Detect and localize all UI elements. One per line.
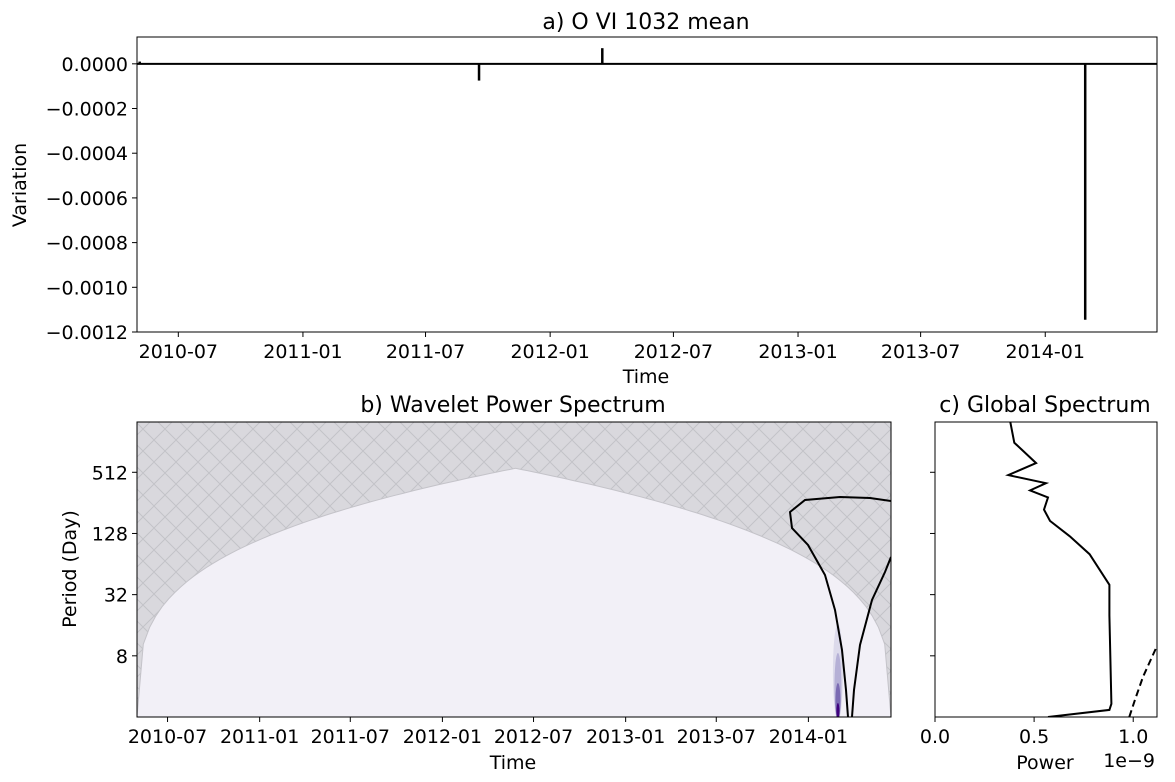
panel-b-title: b) Wavelet Power Spectrum bbox=[360, 393, 665, 418]
panel-b-ylabel: Period (Day) bbox=[59, 510, 81, 628]
panel-b-xtick-label: 2013-07 bbox=[677, 726, 756, 748]
panel-b-xtick-label: 2011-07 bbox=[311, 726, 390, 748]
panel-b-frame bbox=[136, 421, 892, 718]
panel-a-xtick-label: 2011-07 bbox=[386, 341, 465, 363]
panel-b-ticks: 2010-07 2011-01 2011-07 2012-01 2012-07 2013-… bbox=[92, 462, 848, 748]
panel-a-ticks: 2010-07 2011-01 2011-07 2012-01 2012-07 2013-… bbox=[46, 54, 1085, 363]
panel-b-ytick-label: 32 bbox=[104, 585, 128, 607]
panel-a-title: a) O VI 1032 mean bbox=[542, 10, 749, 35]
power-level-4 bbox=[836, 703, 840, 717]
panel-b-xtick-label: 2012-07 bbox=[494, 726, 573, 748]
panel-b-xtick-label: 2011-01 bbox=[220, 726, 299, 748]
panel-a-ytick-label: −0.0012 bbox=[46, 322, 128, 344]
significance-line bbox=[1128, 645, 1157, 717]
panel-b-xlabel: Time bbox=[489, 752, 537, 774]
panel-c-frame bbox=[934, 421, 1158, 718]
panel-a-xtick-label: 2013-07 bbox=[881, 341, 960, 363]
panel-a-frame bbox=[136, 36, 1158, 333]
panel-a-ytick-label: 0.0000 bbox=[62, 54, 128, 76]
panel-a-xtick-label: 2010-07 bbox=[139, 341, 218, 363]
panel-a-series bbox=[137, 48, 1157, 320]
panel-b-ytick-label: 8 bbox=[116, 646, 128, 668]
panel-a-ylabel: Variation bbox=[9, 143, 31, 227]
panel-a-xlabel: Time bbox=[622, 366, 670, 388]
global-spectrum-line bbox=[1005, 422, 1113, 717]
panel-a-xtick-label: 2011-01 bbox=[263, 341, 342, 363]
panel-a-ytick-label: −0.0004 bbox=[46, 143, 128, 165]
panel-a-xtick-label: 2013-01 bbox=[758, 341, 837, 363]
panel-c-offset-label: 1e−9 bbox=[1103, 750, 1155, 772]
panel-c-xlabel: Power bbox=[1016, 752, 1074, 774]
panel-b-xtick-label: 2013-01 bbox=[586, 726, 665, 748]
panel-b-xtick-label: 2012-01 bbox=[403, 726, 482, 748]
panel-b-xtick-label: 2014-01 bbox=[769, 726, 848, 748]
panel-a-xtick-label: 2012-01 bbox=[510, 341, 589, 363]
panel-c-ticks: 0.0 0.5 1.0 bbox=[920, 471, 1148, 748]
panel-b-ytick-label: 512 bbox=[92, 462, 128, 484]
wavelet-power-peak bbox=[832, 624, 843, 717]
significance-contour-2 bbox=[851, 556, 891, 717]
panel-c-title: c) Global Spectrum bbox=[939, 393, 1150, 418]
panel-a-ytick-label: −0.0006 bbox=[46, 188, 128, 210]
panel-c-xtick-label: 0.5 bbox=[1019, 726, 1049, 748]
cone-of-influence-hatch bbox=[137, 422, 891, 717]
panel-c: c) Global Spectrum 0.0 0.5 1.0 Power 1e−9 bbox=[920, 393, 1158, 774]
panel-a-xtick-label: 2014-01 bbox=[1006, 341, 1085, 363]
panel-b-xtick-label: 2010-07 bbox=[128, 726, 207, 748]
panel-b-ytick-label: 128 bbox=[92, 523, 128, 545]
panel-c-xtick-label: 0.0 bbox=[920, 726, 950, 748]
panel-a-ytick-label: −0.0008 bbox=[46, 233, 128, 255]
panel-a-xtick-label: 2012-07 bbox=[634, 341, 713, 363]
panel-c-xtick-label: 1.0 bbox=[1118, 726, 1148, 748]
panel-a-ytick-label: −0.0002 bbox=[46, 99, 128, 121]
panel-b: b) Wavelet Power Spectrum 2010-07 2011-01… bbox=[59, 393, 892, 774]
panel-c-series bbox=[1005, 422, 1157, 717]
significance-contour-1 bbox=[788, 495, 891, 717]
panel-a-ytick-label: −0.0010 bbox=[46, 277, 128, 299]
panel-a: a) O VI 1032 mean 2010-07 2011-01 2011-07 2… bbox=[9, 10, 1158, 388]
